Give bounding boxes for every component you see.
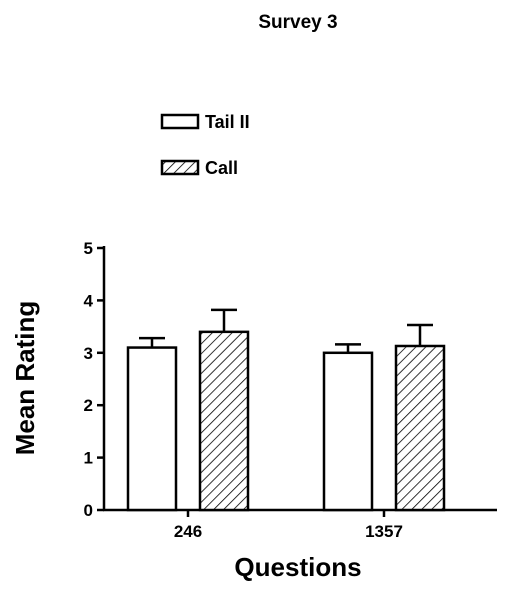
bar-tail-ii-1357 [322, 351, 374, 512]
x-tick-label: 246 [174, 522, 202, 541]
x-axis-label: Questions [234, 552, 361, 582]
y-tick-label: 5 [84, 239, 93, 258]
x-ticks: 246 1357 [174, 510, 403, 541]
legend-swatch-call [160, 159, 200, 176]
bar-call-1357 [394, 344, 446, 512]
y-tick-label: 2 [84, 396, 93, 415]
bar-tail-ii-246 [126, 346, 178, 512]
legend-label-tail-ii: Tail II [205, 112, 250, 132]
x-tick-label: 1357 [365, 522, 403, 541]
y-ticks: 0 1 2 3 4 5 [84, 239, 104, 520]
chart-title: Survey 3 [258, 12, 337, 33]
bars [126, 308, 446, 512]
y-tick-label: 0 [84, 501, 93, 520]
y-tick-label: 3 [84, 344, 93, 363]
legend: Tail II Call [160, 112, 250, 178]
legend-label-call: Call [205, 158, 238, 178]
y-tick-label: 1 [84, 449, 93, 468]
y-tick-label: 4 [84, 291, 94, 310]
y-axis-label: Mean Rating [10, 301, 40, 456]
legend-swatch-tail-ii [160, 113, 200, 130]
bar-call-246 [198, 330, 250, 512]
